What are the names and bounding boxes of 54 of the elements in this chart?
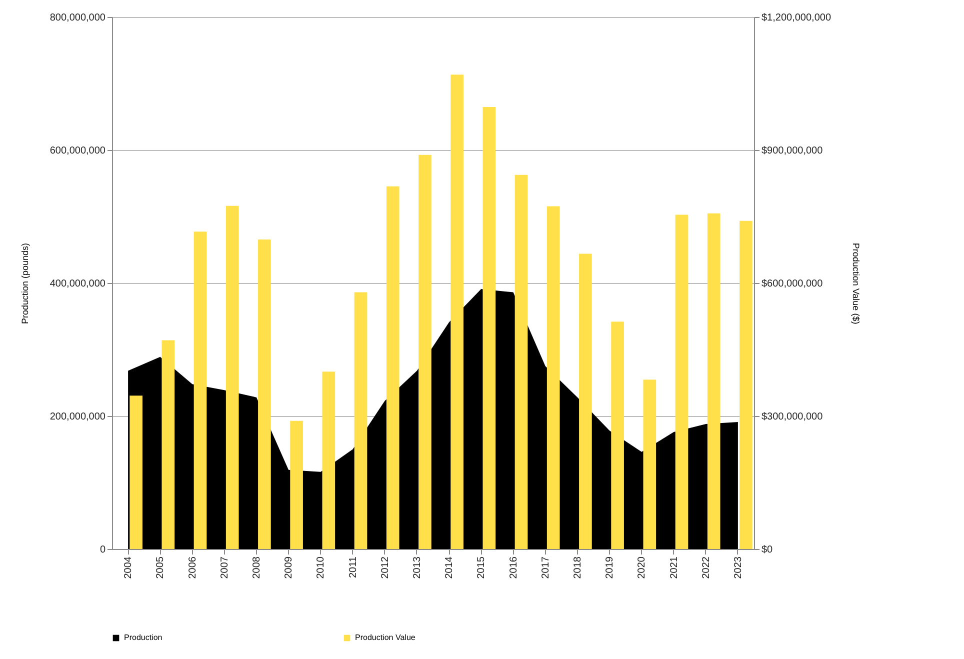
x-tick-label: 2011 [348,556,359,578]
x-tick-label: 2007 [219,556,230,579]
x-tick-label: 2009 [284,556,295,579]
bar [643,380,656,549]
x-tick-label: 2013 [412,556,423,579]
x-tick-label: 2021 [668,556,680,579]
y2-tick-label: $300,000,000 [762,412,824,422]
x-tick-label: 2014 [444,556,456,579]
bar [450,74,464,549]
x-tick-label: 2012 [380,556,391,579]
bar [258,240,271,549]
y-tick-label: 0 [100,544,106,556]
bar [418,154,432,549]
bar [514,174,528,549]
y-tick-label: 400,000,000 [50,278,106,290]
bar [290,420,303,549]
bar [226,206,239,549]
bar [707,213,720,549]
x-tick-label: 2005 [155,556,166,579]
y-tick-label: 200,000,000 [50,412,106,422]
bar [386,186,400,549]
y2-tick-label: $0 [762,544,774,556]
x-tick-label: 2016 [508,556,520,579]
y2-tick-label: $1,200,000,000 [762,12,832,24]
y-tick-label: 600,000,000 [50,146,106,156]
x-tick-label: 2023 [732,556,744,579]
x-tick-label: 2010 [316,556,327,579]
bar [194,232,207,549]
y2-tick-label: $900,000,000 [762,146,824,156]
legend-label: Production [124,633,162,642]
bar [130,396,142,549]
x-tick-label: 2017 [540,556,552,579]
bar [611,322,624,549]
x-tick-label: 2018 [572,556,584,579]
bar [740,220,752,549]
y2-tick-label: $600,000,000 [762,278,824,290]
x-tick-label: 2019 [604,556,616,579]
bar [162,340,175,549]
x-tick-label: 2004 [123,556,134,579]
y2-axis-title: Production Value ($) [851,242,862,324]
x-tick-label: 2008 [251,556,262,579]
y-axis-title: Production (pounds) [20,242,30,324]
legend-label: Production Value [355,633,416,642]
bar [579,254,592,549]
y-tick-label: 800,000,000 [50,12,106,24]
x-tick-label: 2020 [636,556,648,579]
bar [354,292,368,549]
bar [546,206,560,549]
bar [482,106,496,549]
x-tick-label: 2022 [700,556,712,579]
x-tick-label: 2006 [187,556,198,579]
bar [675,214,688,549]
bar [322,372,336,549]
x-tick-label: 2015 [476,556,488,579]
